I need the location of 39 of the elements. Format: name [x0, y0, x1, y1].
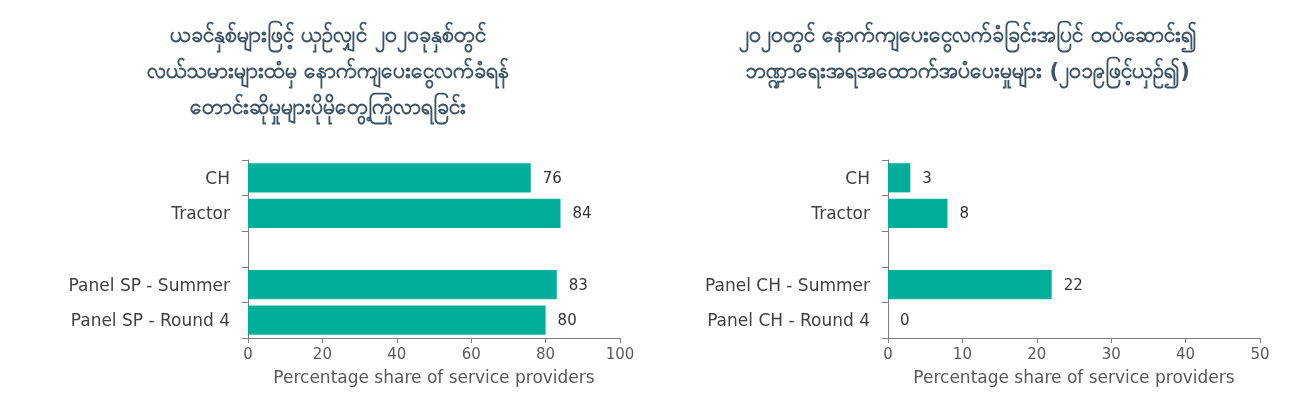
x-tick-label: 80: [536, 344, 556, 363]
y-tick-label: Panel CH - Summer: [705, 274, 871, 295]
data-label: 8: [959, 204, 970, 223]
chart-title: ယခင်နှစ်များဖြင့် ယှဉ်လျှင် ၂၀၂၀ခုနှစ်တွင် လယ်သမားများထံမှ နောက်ကျပေးငွေလက်ခံရန် တောင်းဆိုမှုများပိုမိုတွေ့ကြုံလာရခြင်း: [146, 20, 510, 125]
x-tick-label: 100: [605, 344, 635, 363]
x-tick-label: 30: [1101, 344, 1121, 363]
data-label: 22: [1063, 275, 1083, 294]
x-tick-label: 40: [387, 344, 407, 363]
x-tick-label: 10: [952, 344, 972, 363]
data-label: 80: [557, 311, 577, 330]
data-label: 3: [922, 168, 932, 187]
bar: [888, 198, 948, 228]
y-tick-label: Panel SP - Summer: [68, 274, 230, 295]
x-axis-title: Percentage share of service providers: [913, 366, 1235, 387]
x-tick-label: 0: [883, 344, 893, 363]
bar: [248, 270, 557, 300]
data-label: 84: [572, 204, 592, 223]
x-tick-label: 60: [461, 344, 481, 363]
y-tick-label: Panel SP - Round 4: [70, 310, 230, 331]
y-tick-label: CH: [205, 167, 230, 188]
chart-title: ၂၀၂၀တွင် နောက်ကျပေးငွေလက်ခံခြင်းအပြင် ထပ်ဆောင်း၍ ဘဏ္ဍာရေးအရအထောက်အပံပေးမှုများ (၂၀၁၉ဖြင့်ယှဉ်၍): [739, 20, 1197, 89]
bar: [248, 198, 561, 228]
y-tick-label: Tractor: [810, 203, 870, 224]
bar: [248, 305, 546, 335]
x-tick-label: 0: [243, 344, 253, 363]
y-tick-label: Tractor: [170, 203, 230, 224]
bar: [888, 163, 911, 193]
bar: [888, 270, 1052, 300]
x-tick-label: 20: [1027, 344, 1047, 363]
bar: [248, 163, 531, 193]
y-tick-label: CH: [845, 167, 870, 188]
x-tick-label: 20: [312, 344, 332, 363]
x-tick-label: 40: [1176, 344, 1196, 363]
data-label: 83: [568, 275, 588, 294]
x-tick-label: 50: [1250, 344, 1270, 363]
data-label: 76: [542, 168, 562, 187]
y-tick-label: Panel CH - Round 4: [707, 310, 870, 331]
data-label: 0: [900, 311, 910, 330]
x-axis-title: Percentage share of service providers: [273, 366, 595, 387]
